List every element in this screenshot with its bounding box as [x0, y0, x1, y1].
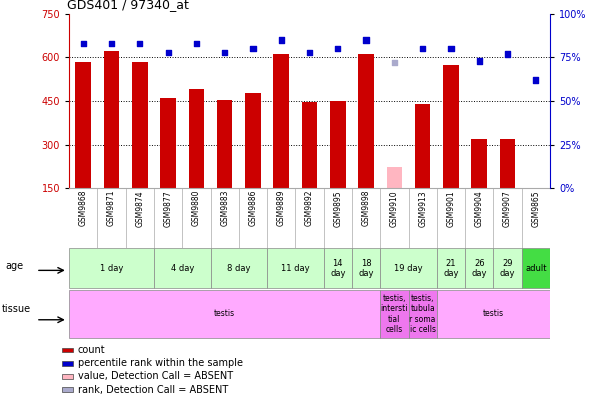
FancyBboxPatch shape — [522, 248, 550, 288]
Bar — [273, 54, 289, 188]
Text: GSM9913: GSM9913 — [418, 190, 427, 227]
Point — [220, 49, 230, 55]
Point — [531, 77, 540, 83]
Text: count: count — [78, 345, 105, 355]
Text: adult: adult — [525, 264, 546, 273]
Point — [502, 51, 512, 57]
Bar — [499, 139, 515, 188]
FancyBboxPatch shape — [210, 248, 267, 288]
FancyBboxPatch shape — [380, 248, 437, 288]
Bar — [443, 65, 459, 188]
Point — [446, 46, 456, 52]
Text: GSM9889: GSM9889 — [276, 190, 285, 227]
Text: GSM9883: GSM9883 — [220, 190, 229, 227]
Text: 11 day: 11 day — [281, 264, 310, 273]
Point — [361, 37, 371, 43]
Text: 4 day: 4 day — [171, 264, 194, 273]
FancyBboxPatch shape — [267, 248, 324, 288]
FancyBboxPatch shape — [380, 290, 409, 337]
Point — [418, 46, 427, 52]
Bar — [302, 103, 317, 188]
Point — [163, 49, 173, 55]
FancyBboxPatch shape — [437, 290, 550, 337]
FancyBboxPatch shape — [69, 290, 380, 337]
Text: 1 day: 1 day — [100, 264, 123, 273]
Point — [79, 40, 88, 47]
FancyBboxPatch shape — [409, 290, 437, 337]
Point — [389, 59, 399, 66]
FancyBboxPatch shape — [324, 248, 352, 288]
Text: GSM9886: GSM9886 — [248, 190, 257, 227]
Text: 14
day: 14 day — [330, 259, 346, 278]
Text: testis,
tubula
r soma
ic cells: testis, tubula r soma ic cells — [409, 294, 436, 334]
Text: 21
day: 21 day — [443, 259, 459, 278]
Bar — [330, 101, 346, 188]
FancyBboxPatch shape — [437, 248, 465, 288]
Bar — [104, 51, 120, 188]
FancyBboxPatch shape — [69, 248, 154, 288]
Bar — [217, 99, 233, 188]
Bar — [245, 93, 261, 188]
Text: testis,
intersti
tial
cells: testis, intersti tial cells — [380, 294, 408, 334]
Point — [135, 40, 145, 47]
Text: GSM9895: GSM9895 — [334, 190, 343, 227]
Text: 8 day: 8 day — [227, 264, 251, 273]
Text: GSM9871: GSM9871 — [107, 190, 116, 227]
Bar — [62, 361, 73, 366]
Text: 26
day: 26 day — [471, 259, 487, 278]
Bar — [62, 374, 73, 379]
Point — [248, 46, 258, 52]
Text: age: age — [5, 261, 23, 271]
Text: rank, Detection Call = ABSENT: rank, Detection Call = ABSENT — [78, 385, 228, 395]
Text: GSM9865: GSM9865 — [531, 190, 540, 227]
Text: GSM9901: GSM9901 — [447, 190, 456, 227]
Text: GSM9874: GSM9874 — [135, 190, 144, 227]
Bar — [76, 62, 91, 188]
Point — [192, 40, 201, 47]
Text: GSM9877: GSM9877 — [163, 190, 172, 227]
Bar — [471, 139, 487, 188]
Text: 19 day: 19 day — [394, 264, 423, 273]
Text: testis: testis — [214, 309, 235, 318]
Bar — [386, 167, 402, 188]
Point — [333, 46, 343, 52]
Bar — [358, 54, 374, 188]
Text: GDS401 / 97340_at: GDS401 / 97340_at — [67, 0, 189, 11]
Point — [305, 49, 314, 55]
Text: testis: testis — [483, 309, 504, 318]
Text: GSM9910: GSM9910 — [390, 190, 399, 227]
Text: GSM9892: GSM9892 — [305, 190, 314, 227]
Bar — [189, 89, 204, 188]
FancyBboxPatch shape — [465, 248, 493, 288]
Text: 18
day: 18 day — [358, 259, 374, 278]
Bar — [62, 348, 73, 352]
Text: GSM9898: GSM9898 — [362, 190, 371, 227]
Point — [276, 37, 286, 43]
FancyBboxPatch shape — [352, 248, 380, 288]
Text: GSM9904: GSM9904 — [475, 190, 484, 227]
Text: tissue: tissue — [1, 304, 31, 314]
Bar — [415, 104, 430, 188]
FancyBboxPatch shape — [493, 248, 522, 288]
Bar — [132, 62, 148, 188]
Text: percentile rank within the sample: percentile rank within the sample — [78, 358, 243, 368]
Text: value, Detection Call = ABSENT: value, Detection Call = ABSENT — [78, 371, 233, 381]
Point — [474, 58, 484, 64]
Bar — [62, 387, 73, 392]
Text: GSM9868: GSM9868 — [79, 190, 88, 227]
Text: GSM9907: GSM9907 — [503, 190, 512, 227]
FancyBboxPatch shape — [154, 248, 210, 288]
Bar — [160, 98, 176, 188]
Text: GSM9880: GSM9880 — [192, 190, 201, 227]
Text: 29
day: 29 day — [500, 259, 515, 278]
Point — [107, 40, 117, 47]
